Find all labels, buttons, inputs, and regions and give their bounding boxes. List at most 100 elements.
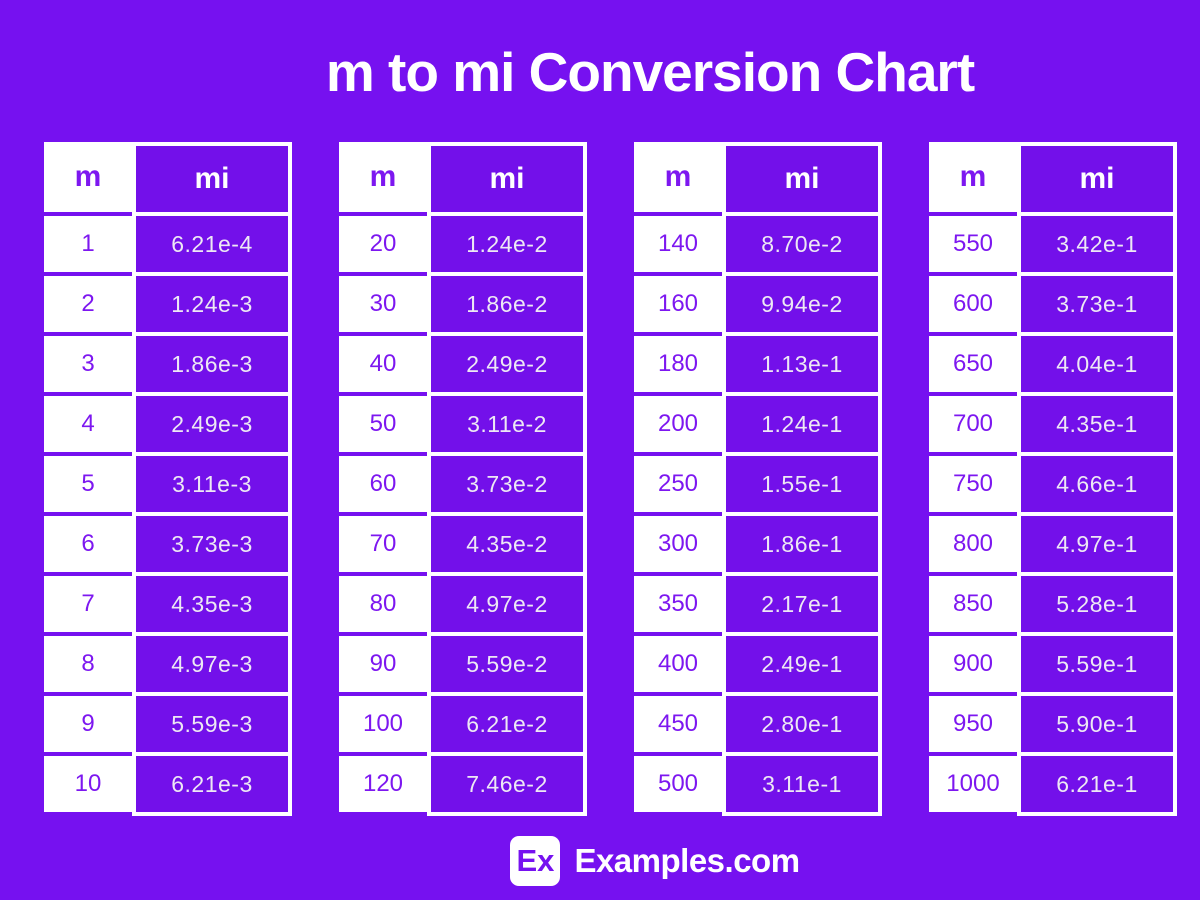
mi-value-cell: 5.59e-2 (431, 636, 583, 692)
m-value-cell: 9 (44, 696, 132, 752)
m-value-cell: 1000 (929, 756, 1017, 812)
mi-header-cell: mi (136, 146, 288, 212)
mi-value-cell: 4.97e-3 (136, 636, 288, 692)
m-column: m 550 600 650 700 750 800 850 900 950 1000 (929, 142, 1017, 812)
examples-logo-text: Ex (516, 843, 555, 878)
mi-value-cell: 5.59e-1 (1021, 636, 1173, 692)
m-value-cell: 50 (339, 396, 427, 452)
examples-logo: Ex (510, 836, 561, 886)
mi-value-cell: 1.86e-1 (726, 516, 878, 572)
mi-value-cell: 1.86e-2 (431, 276, 583, 332)
m-value-cell: 550 (929, 216, 1017, 272)
m-value-cell: 350 (634, 576, 722, 632)
m-value-cell: 1 (44, 216, 132, 272)
mi-column: mi 8.70e-2 9.94e-2 1.13e-1 1.24e-1 1.55e-1 1.8… (722, 142, 882, 816)
m-value-cell: 800 (929, 516, 1017, 572)
m-header-cell: m (339, 142, 427, 212)
m-value-cell: 250 (634, 456, 722, 512)
m-header-cell: m (929, 142, 1017, 212)
m-value-cell: 30 (339, 276, 427, 332)
m-value-cell: 180 (634, 336, 722, 392)
conversion-table-1: m 1 2 3 4 5 6 7 8 9 10 mi 6.21e-4 1.24e-3 1.86e-3 2.49e… (44, 142, 292, 816)
mi-value-cell: 6.21e-1 (1021, 756, 1173, 812)
m-value-cell: 4 (44, 396, 132, 452)
m-value-cell: 60 (339, 456, 427, 512)
m-value-cell: 160 (634, 276, 722, 332)
mi-value-cell: 6.21e-3 (136, 756, 288, 812)
mi-value-cell: 1.86e-3 (136, 336, 288, 392)
m-value-cell: 80 (339, 576, 427, 632)
mi-value-cell: 3.73e-1 (1021, 276, 1173, 332)
m-header-cell: m (44, 142, 132, 212)
m-value-cell: 750 (929, 456, 1017, 512)
mi-header-cell: mi (431, 146, 583, 212)
mi-value-cell: 4.35e-2 (431, 516, 583, 572)
mi-value-cell: 4.97e-1 (1021, 516, 1173, 572)
m-value-cell: 650 (929, 336, 1017, 392)
footer: Ex Examples.com (0, 836, 1200, 886)
m-value-cell: 100 (339, 696, 427, 752)
m-value-cell: 6 (44, 516, 132, 572)
mi-value-cell: 1.24e-2 (431, 216, 583, 272)
mi-header-cell: mi (726, 146, 878, 212)
m-value-cell: 90 (339, 636, 427, 692)
mi-value-cell: 2.49e-1 (726, 636, 878, 692)
m-value-cell: 20 (339, 216, 427, 272)
mi-value-cell: 5.28e-1 (1021, 576, 1173, 632)
m-value-cell: 600 (929, 276, 1017, 332)
m-value-cell: 450 (634, 696, 722, 752)
mi-value-cell: 1.13e-1 (726, 336, 878, 392)
mi-value-cell: 2.17e-1 (726, 576, 878, 632)
mi-value-cell: 1.24e-3 (136, 276, 288, 332)
mi-value-cell: 4.35e-1 (1021, 396, 1173, 452)
m-value-cell: 700 (929, 396, 1017, 452)
mi-value-cell: 1.24e-1 (726, 396, 878, 452)
site-name: Examples.com (574, 842, 800, 879)
m-value-cell: 2 (44, 276, 132, 332)
m-value-cell: 850 (929, 576, 1017, 632)
mi-value-cell: 2.80e-1 (726, 696, 878, 752)
m-column: m 140 160 180 200 250 300 350 400 450 500 (634, 142, 722, 812)
mi-value-cell: 4.35e-3 (136, 576, 288, 632)
conversion-table-3: m 140 160 180 200 250 300 350 400 450 500 mi 8.70e-2… (634, 142, 882, 816)
mi-value-cell: 7.46e-2 (431, 756, 583, 812)
mi-value-cell: 3.73e-3 (136, 516, 288, 572)
mi-column: mi 6.21e-4 1.24e-3 1.86e-3 2.49e-3 3.11e-3 3.7… (132, 142, 292, 816)
conversion-tables: m 1 2 3 4 5 6 7 8 9 10 mi 6.21e-4 1.24e-3 1.86e-3 2.49e… (0, 142, 1200, 816)
mi-value-cell: 9.94e-2 (726, 276, 878, 332)
mi-column: mi 1.24e-2 1.86e-2 2.49e-2 3.11e-2 3.73e-2 4.3… (427, 142, 587, 816)
m-value-cell: 900 (929, 636, 1017, 692)
m-value-cell: 950 (929, 696, 1017, 752)
mi-header-cell: mi (1021, 146, 1173, 212)
m-value-cell: 3 (44, 336, 132, 392)
m-header-cell: m (634, 142, 722, 212)
mi-value-cell: 6.21e-4 (136, 216, 288, 272)
m-value-cell: 200 (634, 396, 722, 452)
mi-value-cell: 5.59e-3 (136, 696, 288, 752)
conversion-table-2: m 20 30 40 50 60 70 80 90 100 120 mi 1.24e-2 1.86e-2 2… (339, 142, 587, 816)
mi-column: mi 3.42e-1 3.73e-1 4.04e-1 4.35e-1 4.66e-1 4.9… (1017, 142, 1177, 816)
m-value-cell: 400 (634, 636, 722, 692)
mi-value-cell: 3.11e-1 (726, 756, 878, 812)
m-value-cell: 8 (44, 636, 132, 692)
mi-value-cell: 3.42e-1 (1021, 216, 1173, 272)
mi-value-cell: 4.66e-1 (1021, 456, 1173, 512)
conversion-table-4: m 550 600 650 700 750 800 850 900 950 1000 mi 3.42e-… (929, 142, 1177, 816)
mi-value-cell: 1.55e-1 (726, 456, 878, 512)
m-column: m 1 2 3 4 5 6 7 8 9 10 (44, 142, 132, 812)
mi-value-cell: 8.70e-2 (726, 216, 878, 272)
mi-value-cell: 3.11e-3 (136, 456, 288, 512)
mi-value-cell: 4.04e-1 (1021, 336, 1173, 392)
mi-value-cell: 3.11e-2 (431, 396, 583, 452)
mi-value-cell: 6.21e-2 (431, 696, 583, 752)
m-value-cell: 300 (634, 516, 722, 572)
m-value-cell: 10 (44, 756, 132, 812)
m-value-cell: 40 (339, 336, 427, 392)
m-value-cell: 70 (339, 516, 427, 572)
m-value-cell: 7 (44, 576, 132, 632)
m-value-cell: 120 (339, 756, 427, 812)
page-title: m to mi Conversion Chart (325, 41, 975, 103)
mi-value-cell: 2.49e-2 (431, 336, 583, 392)
mi-value-cell: 5.90e-1 (1021, 696, 1173, 752)
